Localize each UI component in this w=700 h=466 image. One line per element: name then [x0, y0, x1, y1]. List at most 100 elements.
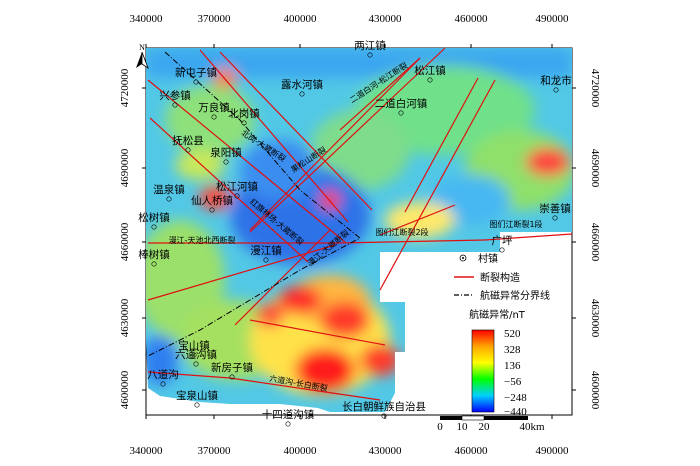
y-tick-label: 4600000: [589, 371, 601, 410]
place-label: 仙人桥镇: [191, 194, 233, 213]
svg-text:万良镇: 万良镇: [198, 101, 230, 114]
x-tick-label: 370000: [198, 445, 232, 457]
svg-text:新屯子镇: 新屯子镇: [175, 66, 217, 79]
village-marker-icon: [166, 196, 172, 202]
village-marker-icon: [427, 77, 433, 83]
x-tick-label: 430000: [369, 445, 403, 457]
x-tick-label: 370000: [198, 13, 232, 25]
x-tick-label: 400000: [284, 13, 318, 25]
village-marker-icon: [194, 402, 200, 408]
x-tick-label: 340000: [130, 13, 164, 25]
svg-text:崇善镇: 崇善镇: [539, 202, 571, 215]
village-marker-icon: [211, 114, 217, 120]
village-marker-icon: [263, 257, 269, 263]
village-marker-icon: [234, 193, 240, 199]
svg-text:抚松县: 抚松县: [172, 134, 204, 147]
place-label: 长白朝鲜族自治县: [342, 400, 426, 419]
svg-text:宝泉山镇: 宝泉山镇: [176, 389, 218, 402]
x-axis-top: 340000 370000 400000 430000 460000 49000…: [130, 13, 570, 25]
svg-text:露水河镇: 露水河镇: [281, 78, 323, 91]
svg-text:松江镇: 松江镇: [414, 64, 446, 77]
north-arrow-icon: N: [136, 43, 149, 70]
village-marker-icon: [553, 87, 559, 93]
village-marker-icon: [299, 91, 305, 97]
anomaly-field: [146, 48, 572, 412]
place-label: 崇善镇: [539, 202, 571, 221]
legend-boundary-label: 航磁异常分界线: [480, 289, 550, 302]
svg-text:八道沟: 八道沟: [147, 368, 179, 381]
svg-text:六道沟镇: 六道沟镇: [175, 348, 217, 361]
place-label: 抚松县: [172, 134, 204, 153]
x-tick-label: 400000: [284, 445, 318, 457]
x-tick-label: 460000: [455, 445, 489, 457]
y-axis-right: 4720000 4690000 4660000 4630000 4600000: [589, 69, 601, 410]
svg-text:松江河镇: 松江河镇: [216, 180, 258, 193]
anomaly-boundary-line: [147, 51, 361, 357]
scale-tick: 40km: [519, 421, 545, 433]
village-marker-icon: [160, 381, 166, 387]
colorbar-gradient: [471, 329, 495, 413]
svg-text:北岗镇: 北岗镇: [228, 107, 260, 120]
village-marker-icon: [172, 102, 178, 108]
fault-lines: [147, 47, 573, 401]
x-tick-label: 460000: [455, 13, 489, 25]
village-marker-icon: [552, 215, 558, 221]
svg-text:广坪: 广坪: [492, 234, 513, 247]
fault-label: 图们江断裂1段: [489, 219, 542, 229]
scale-bar: 0 10 20 40km: [437, 415, 545, 433]
place-label: 棒树镇: [138, 248, 170, 267]
x-tick-label: 490000: [536, 445, 570, 457]
svg-text:十四道沟镇: 十四道沟镇: [262, 408, 315, 421]
legend: 村镇 断裂构造 航磁异常分界线: [454, 252, 550, 302]
y-tick-label: 4720000: [119, 68, 131, 107]
y-tick-label: 4690000: [119, 148, 131, 187]
village-marker-icon: [229, 374, 235, 380]
place-label: 广坪: [492, 234, 513, 253]
colorbar-tick: 328: [504, 344, 521, 356]
place-label: 宝泉山镇: [176, 389, 218, 408]
svg-text:泉阳镇: 泉阳镇: [210, 146, 242, 159]
village-marker-icon: [499, 247, 505, 253]
village-marker-icon: [398, 110, 404, 116]
village-marker-icon: [151, 224, 157, 230]
x-tick-label: 430000: [369, 13, 403, 25]
place-label: 松树镇: [138, 211, 170, 230]
village-marker-icon: [381, 413, 387, 419]
scale-tick: 20: [479, 421, 491, 433]
svg-text:两江镇: 两江镇: [354, 39, 386, 52]
svg-text:温泉镇: 温泉镇: [153, 183, 185, 196]
place-label: 松江河镇: [216, 180, 258, 199]
colorbar: 航磁异常/nT 520 328 136 −56 −248 −440: [469, 308, 527, 418]
village-marker-icon: [285, 421, 291, 427]
y-tick-label: 4660000: [119, 222, 131, 261]
colorbar-tick: 520: [504, 328, 521, 340]
village-marker-icon: [151, 261, 157, 267]
place-label: 六道沟镇: [175, 348, 217, 367]
x-tick-label: 340000: [130, 445, 164, 457]
svg-text:和龙市: 和龙市: [540, 74, 572, 87]
village-marker-icon: [191, 352, 197, 358]
y-tick-label: 4660000: [589, 223, 601, 262]
place-label: 二道白河镇: [375, 97, 428, 116]
svg-text:长白朝鲜族自治县: 长白朝鲜族自治县: [342, 400, 426, 413]
y-axis-left: 4720000 4690000 4660000 4630000 4600000: [119, 68, 131, 409]
svg-text:二道白河镇: 二道白河镇: [375, 97, 428, 110]
y-tick-label: 4630000: [119, 298, 131, 337]
place-label: 十四道沟镇: [262, 408, 315, 427]
svg-text:棒树镇: 棒树镇: [138, 248, 170, 261]
svg-text:兴参镇: 兴参镇: [159, 89, 191, 102]
colorbar-tick: −56: [504, 376, 522, 388]
place-label: 松江镇: [414, 64, 446, 83]
colorbar-title: 航磁异常/nT: [469, 308, 526, 321]
place-label: 八道沟: [147, 368, 179, 387]
x-axis-bottom: 340000 370000 400000 430000 460000 49000…: [130, 445, 570, 457]
village-marker-icon: [209, 207, 215, 213]
legend-village-label: 村镇: [478, 252, 498, 265]
axis-ticks: [142, 44, 576, 419]
north-label: N: [139, 43, 145, 52]
place-label: 温泉镇: [153, 183, 185, 202]
svg-text:漫江镇: 漫江镇: [250, 244, 282, 257]
place-label: 两江镇: [354, 39, 386, 58]
village-marker-icon: [367, 52, 373, 58]
y-tick-label: 4600000: [119, 370, 131, 409]
